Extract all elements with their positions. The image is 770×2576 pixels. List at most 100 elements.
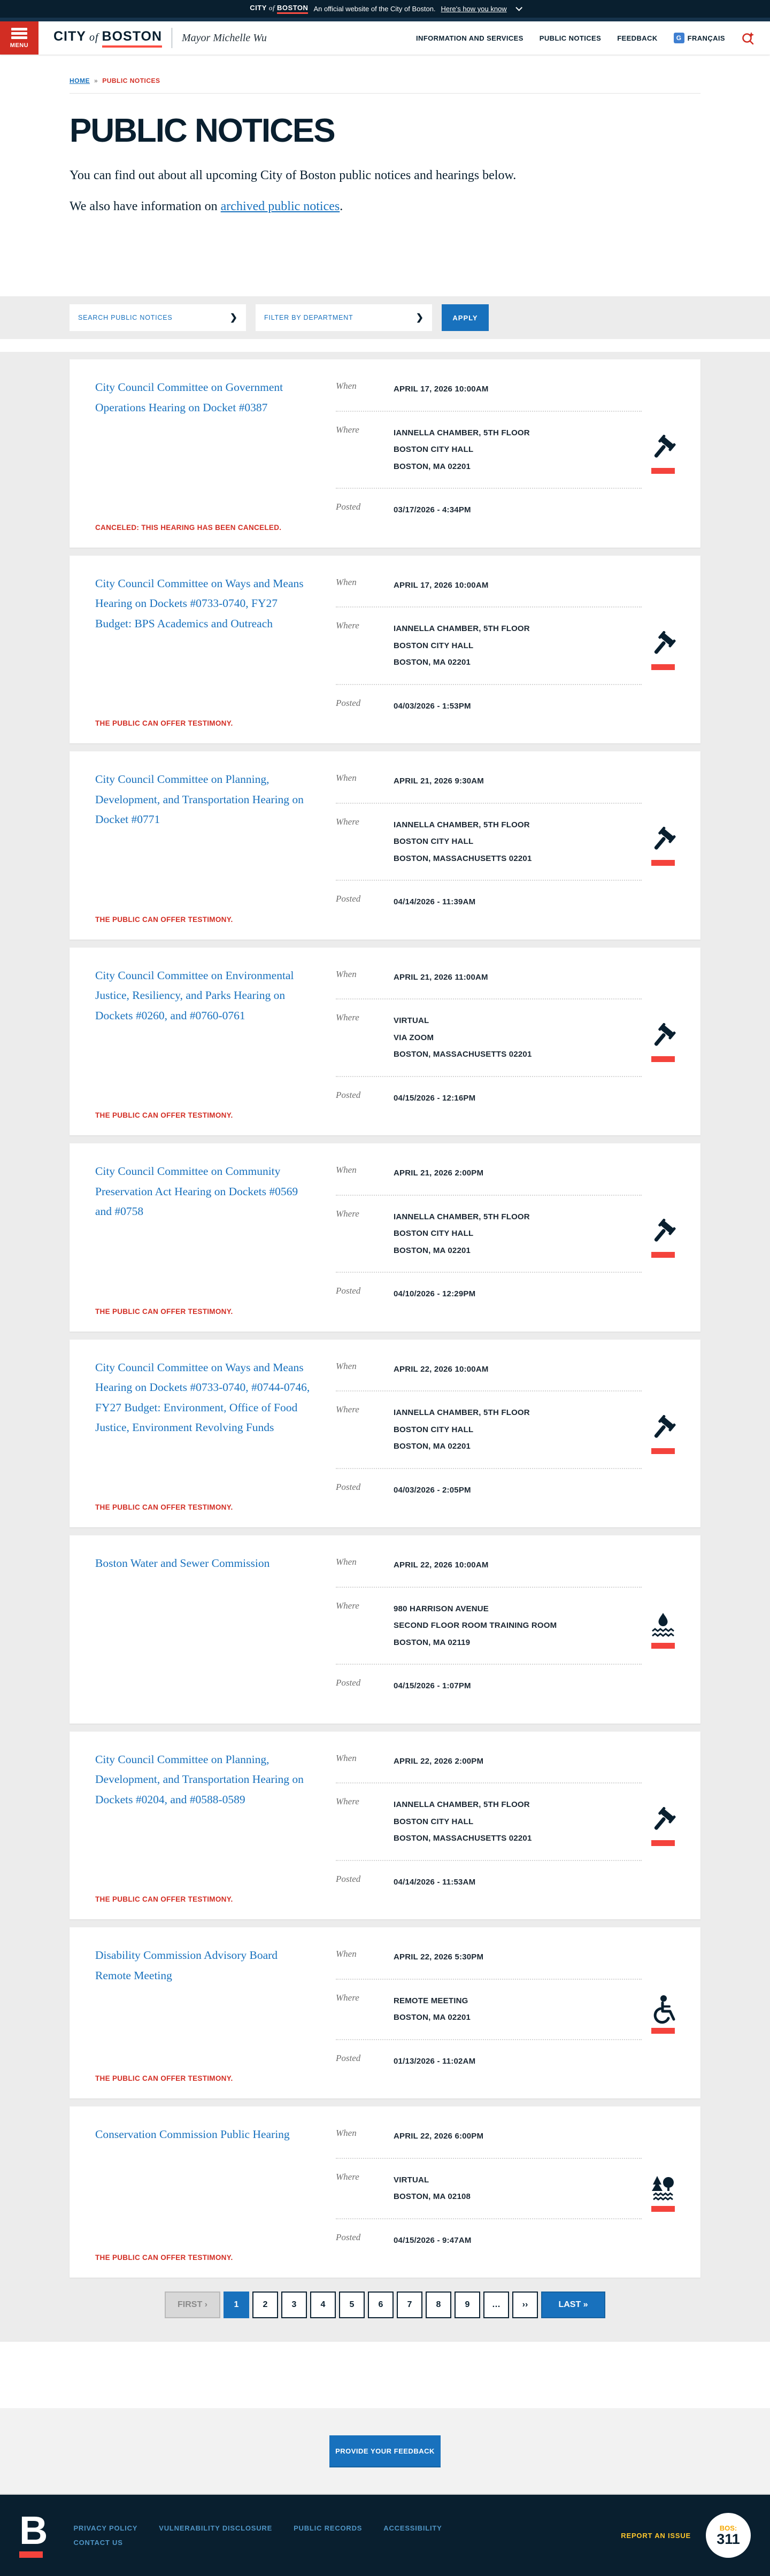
filter-department-input[interactable] [264, 314, 416, 321]
notice-status: THE PUBLIC CAN OFFER TESTIMONY. [95, 2254, 233, 2262]
notice-title-link[interactable]: City Council Committee on Planning, Deve… [95, 773, 304, 826]
hamburger-icon [11, 27, 27, 30]
where-label: Where [336, 1600, 359, 1611]
archived-public-notices-link[interactable]: archived public notices [220, 199, 340, 213]
how-you-know-link[interactable]: Here's how you know [441, 5, 507, 13]
report-an-issue-link[interactable]: REPORT AN ISSUE [621, 2531, 691, 2540]
provide-feedback-button[interactable]: PROVIDE YOUR FEEDBACK [329, 2435, 441, 2466]
conservation-icon [649, 2175, 677, 2203]
notice-title-link[interactable]: City Council Committee on Ways and Means… [95, 1360, 310, 1434]
nav-link-information-and-services[interactable]: INFORMATION AND SERVICES [416, 34, 523, 42]
pagination-page-5[interactable]: 5 [339, 2292, 365, 2318]
mayor-name: Mayor Michelle Wu [182, 32, 267, 44]
filter-department-box[interactable]: ❯ [256, 304, 432, 331]
notice-title-link[interactable]: City Council Committee on Environmental … [95, 968, 294, 1022]
notice-card: City Council Committee on Planning, Deve… [70, 751, 700, 940]
posted-label: Posted [336, 1286, 361, 1296]
notice-title-link[interactable]: City Council Committee on Ways and Means… [95, 576, 304, 630]
footer-link-vulnerability-disclosure[interactable]: VULNERABILITY DISCLOSURE [159, 2524, 273, 2532]
when-label: When [336, 1949, 357, 1959]
where-value: IANNELLA CHAMBER, 5TH FLOOR BOSTON CITY H… [394, 1408, 530, 1451]
search-notices-box[interactable]: ❯ [70, 304, 246, 331]
footer-link-public-records[interactable]: PUBLIC RECORDS [294, 2524, 363, 2532]
pagination-page-6[interactable]: 6 [368, 2292, 394, 2318]
posted-label: Posted [336, 1873, 361, 1884]
chevron-down-icon[interactable] [515, 4, 522, 11]
gavel-icon [649, 1022, 677, 1053]
pagination-page-3[interactable]: 3 [281, 2292, 307, 2318]
chevron-right-icon[interactable]: ❯ [229, 312, 237, 322]
where-value: IANNELLA CHAMBER, 5TH FLOOR BOSTON CITY H… [394, 624, 530, 667]
notice-title-link[interactable]: City Council Committee on Planning, Deve… [95, 1752, 304, 1806]
notice-card: Disability Commission Advisory Board Rem… [70, 1927, 700, 2098]
city-of-boston-logo[interactable]: CITY of BOSTON [53, 29, 163, 48]
pagination-page-››[interactable]: ›› [512, 2292, 538, 2318]
posted-label: Posted [336, 1089, 361, 1100]
when-value: APRIL 21, 2026 11:00AM [394, 972, 488, 982]
pagination-page-8[interactable]: 8 [426, 2292, 451, 2318]
where-label: Where [336, 816, 359, 827]
posted-value: 04/15/2026 - 9:47AM [394, 2235, 472, 2245]
search-button[interactable] [741, 31, 755, 45]
where-value: VIRTUAL BOSTON, MA 02108 [394, 2175, 471, 2202]
posted-value: 04/03/2026 - 1:53PM [394, 701, 471, 711]
nav-link-fran-ais[interactable]: G FRANÇAIS [673, 33, 725, 43]
header-nav: INFORMATION AND SERVICES PUBLIC NOTICES FE… [416, 21, 770, 55]
page-title: PUBLIC NOTICES [70, 112, 336, 149]
when-value: APRIL 21, 2026 2:00PM [394, 1168, 484, 1178]
divider [70, 93, 700, 94]
pagination-current-page[interactable]: 1 [224, 2292, 249, 2318]
notice-title-link[interactable]: City Council Committee on Government Ope… [95, 381, 283, 414]
gavel-icon [649, 435, 677, 465]
nav-link-feedback[interactable]: FEEDBACK [617, 34, 658, 42]
notice-title-link[interactable]: Boston Water and Sewer Commission [95, 1557, 270, 1570]
site-footer: B PRIVACY POLICY VULNERABILITY DISCLOSURE… [0, 2494, 770, 2576]
pagination-page-9[interactable]: 9 [455, 2292, 480, 2318]
when-label: When [336, 576, 357, 587]
footer-links: PRIVACY POLICY VULNERABILITY DISCLOSURE PU… [73, 2524, 442, 2547]
chevron-right-icon[interactable]: ❯ [415, 312, 424, 322]
breadcrumb-current: PUBLIC NOTICES [102, 77, 160, 84]
posted-value: 01/13/2026 - 11:02AM [394, 2056, 476, 2066]
where-label: Where [336, 1992, 359, 2003]
footer-link-accessibility[interactable]: ACCESSIBILITY [383, 2524, 442, 2532]
pagination: FIRST › 1 2 3 4 5 6 7 8 9… ›› LAST » [0, 2292, 770, 2318]
posted-label: Posted [336, 2232, 361, 2242]
where-value: REMOTE MEETING BOSTON, MA 02201 [394, 1996, 471, 2023]
when-value: APRIL 22, 2026 6:00PM [394, 2132, 484, 2141]
banner-brand-city: CITY [250, 4, 267, 12]
pagination-last[interactable]: LAST » [541, 2292, 605, 2318]
page-intro: You can find out about all upcoming City… [70, 166, 700, 216]
pagination-page-2[interactable]: 2 [252, 2292, 278, 2318]
posted-value: 04/14/2026 - 11:53AM [394, 1877, 476, 1887]
apply-button[interactable]: APPLY [442, 304, 489, 331]
notice-card: City Council Committee on Ways and Means… [70, 555, 700, 743]
breadcrumb-home-link[interactable]: HOME [70, 77, 90, 84]
notice-title-link[interactable]: Conservation Commission Public Hearing [95, 2128, 290, 2141]
menu-button[interactable]: MENU [0, 21, 38, 55]
water-icon [649, 1612, 677, 1640]
official-site-banner: CITY of BOSTON An official website of th… [0, 0, 770, 21]
accessibility-icon [650, 1995, 676, 2025]
icon-underline-bar [651, 1252, 675, 1258]
pagination-page-7[interactable]: 7 [397, 2292, 422, 2318]
posted-label: Posted [336, 1678, 361, 1688]
notice-card: City Council Committee on Government Ope… [70, 359, 700, 548]
boston-b-logo[interactable]: B [19, 2510, 48, 2558]
site-header: MENU CITY of BOSTON Mayor Michelle Wu IN… [0, 21, 770, 55]
pagination-page-…[interactable]: … [483, 2292, 509, 2318]
notice-card: Boston Water and Sewer Commission When A… [70, 1535, 700, 1724]
search-notices-input[interactable] [78, 314, 230, 321]
pagination-page-4[interactable]: 4 [310, 2292, 336, 2318]
where-value: 980 HARRISON AVENUE SECOND FLOOR ROOM TRA… [394, 1604, 557, 1647]
when-label: When [336, 1360, 357, 1371]
posted-label: Posted [336, 502, 361, 512]
footer-link-privacy-policy[interactable]: PRIVACY POLICY [73, 2524, 138, 2532]
nav-link-public-notices[interactable]: PUBLIC NOTICES [539, 34, 602, 42]
footer-link-contact-us[interactable]: CONTACT US [73, 2539, 123, 2547]
icon-underline-bar [651, 860, 675, 866]
notice-title-link[interactable]: City Council Committee on Community Pres… [95, 1165, 298, 1218]
notice-title-link[interactable]: Disability Commission Advisory Board Rem… [95, 1949, 278, 1982]
icon-underline-bar [651, 1643, 675, 1649]
bos311-badge[interactable]: BOS: 311 [706, 2513, 751, 2558]
